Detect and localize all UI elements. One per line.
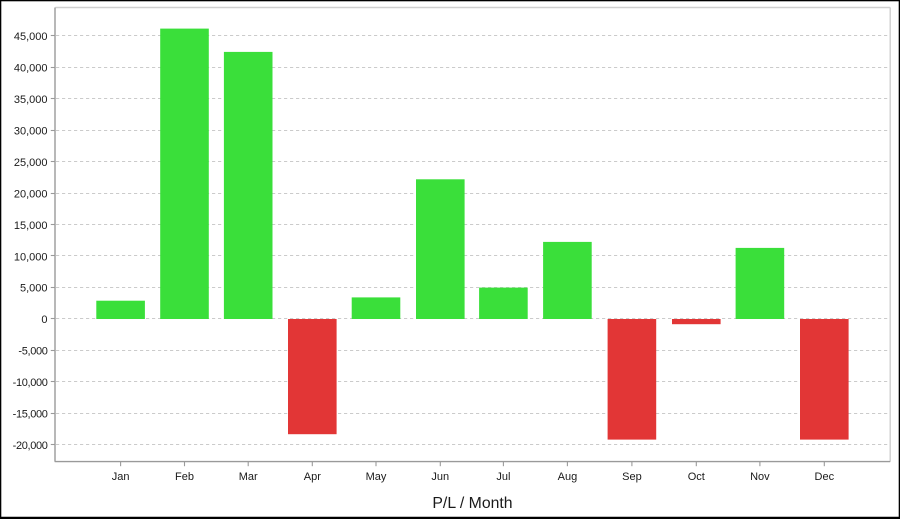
svg-text:20,000: 20,000: [14, 188, 48, 200]
svg-text:Nov: Nov: [750, 471, 770, 483]
svg-text:Apr: Apr: [304, 471, 321, 483]
svg-text:40,000: 40,000: [14, 63, 48, 75]
svg-text:Dec: Dec: [815, 471, 835, 483]
svg-text:10,000: 10,000: [14, 251, 48, 263]
svg-text:Jul: Jul: [496, 471, 510, 483]
svg-text:30,000: 30,000: [14, 126, 48, 138]
svg-text:35,000: 35,000: [14, 94, 48, 106]
svg-text:Aug: Aug: [558, 471, 578, 483]
svg-text:-20,000: -20,000: [13, 440, 48, 452]
svg-text:Sep: Sep: [622, 471, 642, 483]
svg-text:May: May: [366, 471, 387, 483]
svg-text:Feb: Feb: [175, 471, 194, 483]
svg-text:-10,000: -10,000: [13, 377, 48, 389]
svg-text:45,000: 45,000: [14, 31, 48, 43]
svg-text:-5,000: -5,000: [18, 346, 47, 358]
svg-text:15,000: 15,000: [14, 220, 48, 232]
svg-text:0: 0: [41, 314, 47, 326]
svg-text:-15,000: -15,000: [13, 409, 48, 421]
svg-text:5,000: 5,000: [20, 283, 48, 295]
svg-text:Jun: Jun: [431, 471, 449, 483]
svg-text:Mar: Mar: [239, 471, 258, 483]
svg-text:Jan: Jan: [112, 471, 130, 483]
svg-text:25,000: 25,000: [14, 157, 48, 169]
svg-text:Oct: Oct: [688, 471, 705, 483]
svg-text:P/L / Month: P/L / Month: [432, 495, 512, 512]
